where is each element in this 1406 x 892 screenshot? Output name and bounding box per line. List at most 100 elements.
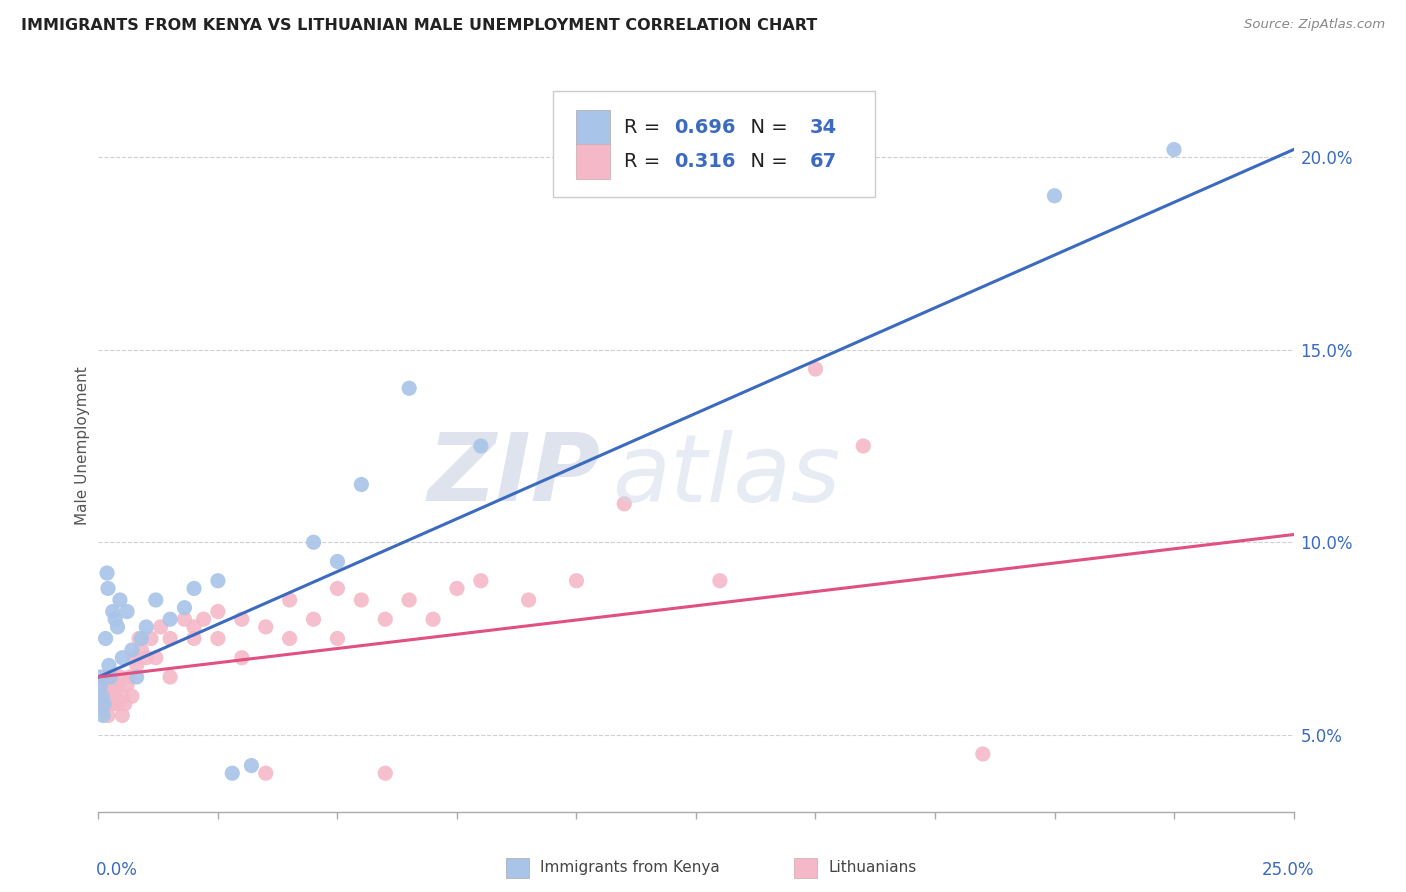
Point [91,690,114,704]
Point [101,670,124,684]
Point [278,593,301,607]
Point [90,685,112,699]
Point [565,574,588,588]
Point [115,605,138,619]
Point [108,593,131,607]
Point [159,612,181,626]
Point [972,747,994,761]
Point [135,650,157,665]
Point [804,362,827,376]
Point [91,678,114,692]
Point [124,650,146,665]
Point [422,612,444,626]
Point [121,643,143,657]
Point [350,593,373,607]
Point [108,670,131,684]
Point [302,612,325,626]
Point [240,758,263,772]
Text: 34: 34 [810,118,837,136]
Point [173,600,195,615]
Point [207,632,229,646]
Point [207,605,229,619]
Point [97,690,120,704]
Point [374,766,396,780]
Point [145,650,167,665]
Point [470,439,492,453]
Text: R =: R = [624,152,666,171]
Point [128,632,150,646]
Point [374,612,396,626]
Point [97,582,120,596]
Point [470,574,492,588]
FancyBboxPatch shape [576,144,610,179]
Point [90,678,112,692]
Point [101,605,124,619]
Point [207,574,229,588]
Point [104,612,127,626]
Point [97,708,120,723]
Point [125,670,148,684]
Text: 0.0%: 0.0% [96,861,138,879]
Point [121,690,143,704]
Point [183,582,205,596]
Point [302,535,325,549]
Text: atlas: atlas [613,430,841,521]
Point [111,650,134,665]
Y-axis label: Male Unemployment: Male Unemployment [75,367,90,525]
Text: 0.696: 0.696 [675,118,735,136]
Point [131,632,153,646]
Point [107,620,129,634]
Text: N =: N = [738,152,794,171]
Point [145,593,167,607]
Point [135,620,157,634]
Point [398,381,420,395]
Point [326,582,349,596]
Point [93,697,115,711]
Point [94,632,117,646]
Text: 67: 67 [810,152,837,171]
Point [350,477,373,491]
Point [183,620,205,634]
Point [1163,143,1185,157]
Text: IMMIGRANTS FROM KENYA VS LITHUANIAN MALE UNEMPLOYMENT CORRELATION CHART: IMMIGRANTS FROM KENYA VS LITHUANIAN MALE… [21,18,817,33]
Point [107,697,129,711]
Text: Lithuanians: Lithuanians [828,861,917,875]
FancyBboxPatch shape [576,110,610,145]
Point [1043,188,1066,202]
Point [111,708,134,723]
Point [94,681,117,696]
Point [446,582,468,596]
Point [103,681,125,696]
Point [115,678,138,692]
FancyBboxPatch shape [553,91,875,197]
Point [91,708,114,723]
Text: Immigrants from Kenya: Immigrants from Kenya [540,861,720,875]
Point [183,632,205,646]
Point [254,766,277,780]
Point [231,612,253,626]
Point [231,650,253,665]
Point [118,670,141,684]
Point [114,697,136,711]
Point [91,700,114,714]
Point [97,658,120,673]
Point [93,690,115,704]
Point [131,643,153,657]
Point [98,690,122,704]
Point [278,632,301,646]
Point [101,697,124,711]
Point [125,658,148,673]
Point [96,697,118,711]
Text: 0.316: 0.316 [675,152,735,171]
Point [709,574,731,588]
Point [326,554,349,568]
Point [149,620,172,634]
Point [90,670,112,684]
Text: Source: ZipAtlas.com: Source: ZipAtlas.com [1244,18,1385,31]
Text: ZIP: ZIP [427,429,600,521]
Point [97,670,120,684]
Point [111,690,134,704]
Text: N =: N = [738,118,794,136]
Text: 25.0%: 25.0% [1263,861,1315,879]
Point [193,612,215,626]
